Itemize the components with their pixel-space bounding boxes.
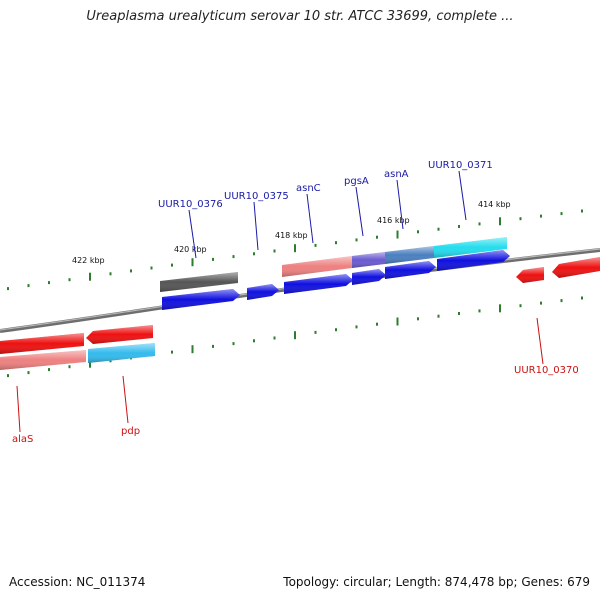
gene-reverse-right-edge[interactable]	[552, 257, 600, 278]
label-pgsA[interactable]: pgsA	[344, 176, 369, 187]
gene-UUR10_0370[interactable]	[516, 267, 544, 283]
tick-label-420: 420 kbp	[174, 245, 207, 254]
gene-UUR10_0376[interactable]	[162, 289, 240, 310]
gene-alaS-outer[interactable]	[0, 333, 84, 354]
accession-text: Accession: NC_011374	[9, 575, 146, 589]
gene-UUR10_0371[interactable]	[437, 250, 510, 271]
gene-asnA-outer[interactable]	[385, 246, 434, 264]
label-pdp[interactable]: pdp	[121, 426, 140, 437]
label-UUR10_0370[interactable]: UUR10_0370	[514, 365, 579, 376]
label-UUR10_0376[interactable]: UUR10_0376	[158, 199, 223, 210]
gene-asnC-inner[interactable]	[284, 274, 353, 294]
gene-alaS[interactable]	[0, 350, 86, 370]
tick-label-414: 414 kbp	[478, 200, 511, 209]
gene-asnC[interactable]	[282, 256, 352, 277]
tick-label-418: 418 kbp	[275, 231, 308, 240]
label-UUR10_0371[interactable]: UUR10_0371	[428, 160, 493, 171]
gene-pgsA[interactable]	[352, 269, 386, 285]
map-title: Ureaplasma urealyticum serovar 10 str. A…	[86, 9, 514, 24]
label-asnC[interactable]: asnC	[296, 183, 321, 194]
gene-pdp[interactable]	[88, 343, 155, 363]
gene-asnA[interactable]	[385, 261, 436, 279]
tick-label-422: 422 kbp	[72, 256, 105, 265]
label-leaders	[16, 170, 544, 433]
gene-UUR10_0376-outer[interactable]	[160, 272, 238, 292]
gene-UUR10_0375[interactable]	[247, 284, 279, 300]
gene-pdp-outer[interactable]	[86, 325, 153, 344]
topology-text: Topology: circular; Length: 874,478 bp; …	[283, 575, 590, 589]
gene-pgsA-outer[interactable]	[352, 252, 385, 268]
label-UUR10_0375[interactable]: UUR10_0375	[224, 191, 289, 202]
label-alaS[interactable]: alaS	[12, 434, 33, 445]
label-asnA[interactable]: asnA	[384, 169, 409, 180]
tick-label-416: 416 kbp	[377, 216, 410, 225]
gene-UUR10_0371-outer[interactable]	[434, 237, 507, 258]
tick-marks-outer	[7, 209, 583, 291]
